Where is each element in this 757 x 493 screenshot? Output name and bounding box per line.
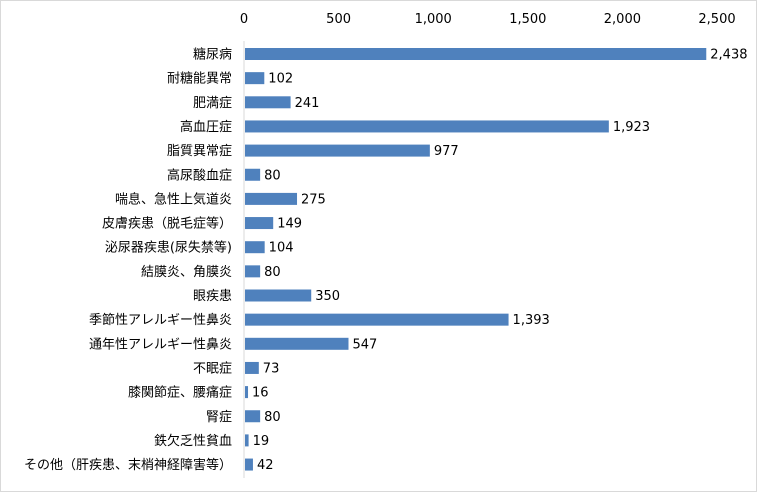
bar: [245, 434, 249, 447]
category-label: 泌尿器疾患(尿失禁等): [105, 240, 232, 256]
value-label: 1,923: [613, 120, 650, 135]
bar: [245, 265, 261, 278]
category-label: 鉄欠乏性貧血: [154, 433, 232, 449]
value-label: 16: [252, 386, 269, 401]
x-tick-label: 2,000: [604, 12, 641, 27]
category-label: 糖尿病: [193, 47, 232, 63]
bar: [245, 361, 259, 374]
value-label: 547: [352, 337, 377, 352]
category-label: 脂質異常症: [167, 144, 232, 159]
category-label: 耐糖能異常: [167, 71, 232, 87]
bar: [245, 192, 298, 205]
bar: [245, 289, 312, 302]
bar: [245, 120, 609, 133]
category-label: 高尿酸血症: [167, 167, 232, 183]
category-label: その他（肝疾患、末梢神経障害等）: [24, 457, 232, 473]
value-label: 275: [301, 192, 326, 207]
x-tick-label: 1,500: [509, 12, 546, 27]
value-label: 80: [264, 265, 281, 280]
value-label: 2,438: [710, 48, 747, 63]
x-tick-label: 500: [326, 12, 351, 27]
value-label: 104: [269, 241, 294, 256]
bar: [245, 168, 261, 181]
bar: [245, 458, 253, 471]
x-tick-label: 0: [240, 12, 248, 27]
value-label: 42: [257, 458, 274, 473]
value-label: 149: [277, 217, 302, 232]
category-label: 肥満症: [193, 96, 232, 111]
value-label: 241: [295, 96, 320, 111]
value-label: 73: [263, 361, 280, 376]
x-tick-label: 2,500: [698, 12, 735, 27]
bar: [245, 217, 274, 230]
value-label: 102: [268, 72, 293, 87]
bar: [245, 72, 265, 85]
category-label: 不眠症: [193, 361, 232, 376]
category-label: 眼疾患: [193, 289, 232, 304]
category-label: 季節性アレルギー性鼻炎: [89, 312, 232, 328]
value-label: 350: [315, 289, 340, 304]
category-label: 通年性アレルギー性鼻炎: [89, 336, 232, 352]
value-label: 977: [434, 144, 459, 159]
category-label: 高血圧症: [180, 119, 232, 135]
category-label: 膝関節症、腰痛症: [128, 385, 232, 401]
category-label: 結膜炎、角膜炎: [141, 265, 232, 280]
bar: [245, 96, 291, 109]
value-label: 80: [264, 410, 281, 425]
bar: [245, 313, 509, 326]
bar: [245, 386, 249, 399]
category-label: 皮膚疾患（脱毛症等）: [102, 216, 232, 232]
x-tick-label: 1,000: [415, 12, 452, 27]
value-label: 19: [253, 434, 270, 449]
bar: [245, 144, 430, 157]
bar: [245, 48, 707, 60]
bar: [245, 241, 265, 254]
bar: [245, 410, 261, 423]
category-label: 腎症: [206, 410, 232, 425]
value-label: 80: [264, 168, 281, 183]
bar: [245, 337, 349, 350]
value-label: 1,393: [513, 313, 550, 328]
category-label: 喘息、急性上気道炎: [115, 191, 232, 207]
